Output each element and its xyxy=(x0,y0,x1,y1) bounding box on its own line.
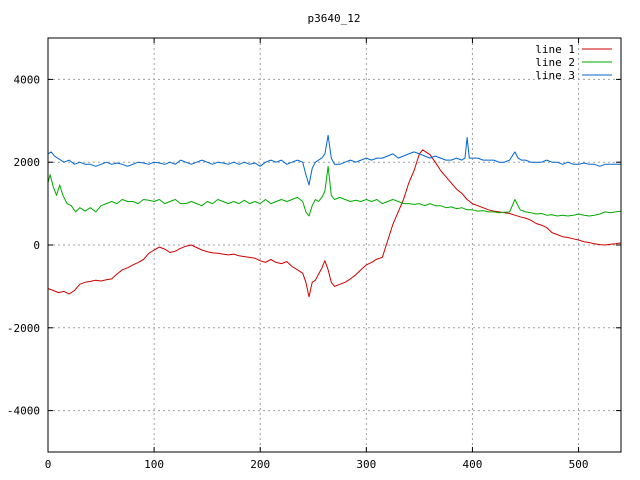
x-tick-label: 500 xyxy=(569,458,589,471)
y-tick-label: -4000 xyxy=(7,405,40,418)
series-line-1 xyxy=(47,149,622,298)
y-tick-label: 4000 xyxy=(14,73,41,86)
y-tick-label: -2000 xyxy=(7,322,40,335)
y-tick-label: 2000 xyxy=(14,156,41,169)
x-tick-label: 200 xyxy=(250,458,270,471)
grid xyxy=(48,38,621,452)
legend-label-2: line 2 xyxy=(535,56,575,69)
series-lines xyxy=(47,134,622,298)
x-tick-label: 400 xyxy=(463,458,483,471)
legend-label-1: line 1 xyxy=(535,43,575,56)
x-tick-label: 100 xyxy=(144,458,164,471)
x-tick-label: 0 xyxy=(45,458,52,471)
series-line-3 xyxy=(47,134,621,186)
x-tick-label: 300 xyxy=(356,458,376,471)
axis-ticks: 0 100 200 300 400 500 -4000 -2000 0 2000 4000 xyxy=(7,38,621,471)
chart-title: p3640_12 xyxy=(308,12,361,25)
y-tick-label: 0 xyxy=(33,239,40,252)
legend-label-3: line 3 xyxy=(535,69,575,82)
series-line-2 xyxy=(47,165,622,217)
